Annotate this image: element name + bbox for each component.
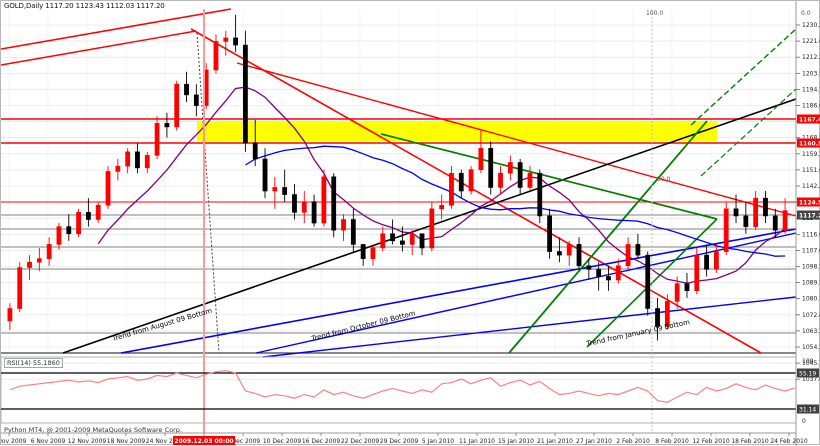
svg-text:1054.50: 1054.50	[802, 344, 820, 351]
svg-text:1159.75: 1159.75	[802, 151, 820, 158]
svg-text:1037.00: 1037.00	[802, 376, 820, 383]
svg-text:22 Dec 2009: 22 Dec 2009	[341, 438, 380, 445]
svg-text:2 Feb 2010: 2 Feb 2010	[616, 438, 650, 445]
svg-text:1063.25: 1063.25	[802, 328, 820, 335]
svg-text:1160.50: 1160.50	[799, 141, 820, 148]
candlestick-series	[7, 14, 788, 341]
price-tags: 1167.40 1160.50 1124.55 1117.20	[797, 114, 820, 220]
svg-text:1117.20: 1117.20	[799, 213, 820, 220]
svg-text:1089.50: 1089.50	[802, 280, 820, 287]
svg-text:10 Dec 2009: 10 Dec 2009	[263, 438, 302, 445]
svg-text:21 Jan 2010: 21 Jan 2010	[537, 438, 573, 445]
svg-text:24 Nov 2009: 24 Nov 2009	[146, 438, 185, 445]
svg-text:0.0: 0.0	[801, 10, 811, 17]
svg-text:1116.00: 1116.00	[802, 231, 820, 238]
svg-text:1045.75: 1045.75	[802, 360, 820, 367]
svg-text:15 Jan 2010: 15 Jan 2010	[498, 438, 534, 445]
svg-text:1072.00: 1072.00	[802, 312, 820, 319]
svg-text:1186.00: 1186.00	[802, 103, 820, 110]
svg-text:100: 100	[802, 358, 814, 365]
svg-text:29 Dec 2009: 29 Dec 2009	[380, 438, 419, 445]
svg-text:55.19: 55.19	[799, 371, 816, 378]
svg-text:1080.75: 1080.75	[802, 296, 820, 303]
svg-text:27 Jan 2010: 27 Jan 2010	[576, 438, 612, 445]
svg-text:18 Nov 2009: 18 Nov 2009	[107, 438, 146, 445]
svg-text:1212.25: 1212.25	[802, 54, 820, 61]
svg-text:8 Feb 2010: 8 Feb 2010	[655, 438, 689, 445]
svg-text:2 Nov 2009: 2 Nov 2009	[1, 438, 26, 445]
svg-text:12 Feb 2010: 12 Feb 2010	[692, 438, 730, 445]
svg-text:1221.00: 1221.00	[802, 38, 820, 45]
rsi-subwindow	[1, 356, 797, 424]
svg-text:50.0: 50.0	[657, 176, 671, 183]
svg-text:1124.55: 1124.55	[799, 200, 820, 207]
svg-text:1098.25: 1098.25	[802, 264, 820, 271]
svg-text:1107.00: 1107.00	[802, 247, 820, 254]
svg-text:1194.75: 1194.75	[802, 86, 820, 93]
horizontal-levels	[1, 118, 796, 354]
svg-text:1168.50: 1168.50	[802, 135, 820, 142]
svg-text:11 Jan 2010: 11 Jan 2010	[459, 438, 495, 445]
svg-text:0: 0	[802, 418, 806, 425]
svg-text:1142.25: 1142.25	[802, 183, 820, 190]
svg-text:31.14: 31.14	[799, 407, 816, 414]
svg-text:16 Dec 2009: 16 Dec 2009	[302, 438, 341, 445]
copyright-label: Python MT4, @ 2001-2009 MetaQuotes Softw…	[4, 426, 182, 434]
fibonacci-labels: 100.0 50.0 0.0	[646, 10, 811, 183]
moving-average-layer	[97, 86, 786, 284]
crosshair-cursor[interactable]	[203, 9, 653, 433]
svg-text:1230.25: 1230.25	[802, 22, 820, 29]
svg-text:4 Dec 2009: 4 Dec 2009	[226, 438, 261, 445]
price-axis: 1230.25 1221.00 1212.25 1203.50 1194.75 1186.…	[795, 1, 820, 446]
cursor-date-tag: 2009.12.03 00:00	[173, 436, 235, 445]
svg-text:6 Nov 2009: 6 Nov 2009	[31, 438, 66, 445]
svg-text:1151.00: 1151.00	[802, 167, 820, 174]
svg-text:24 Feb 2010: 24 Feb 2010	[770, 438, 808, 445]
svg-text:18 Feb 2010: 18 Feb 2010	[731, 438, 769, 445]
svg-text:Trend from October 09 Bottom: Trend from October 09 Bottom	[310, 309, 417, 343]
svg-text:2009.12.03 00:00: 2009.12.03 00:00	[174, 438, 233, 445]
svg-text:1203.50: 1203.50	[802, 70, 820, 77]
svg-text:1167.40: 1167.40	[799, 117, 820, 124]
highlight-band	[197, 121, 717, 141]
svg-text:5 Jan 2010: 5 Jan 2010	[422, 438, 454, 445]
svg-text:12 Nov 2009: 12 Nov 2009	[68, 438, 107, 445]
svg-text:100.0: 100.0	[646, 10, 663, 17]
chart-title: GOLD,Daily 1117.20 1123.43 1112.03 1117.…	[4, 2, 165, 10]
